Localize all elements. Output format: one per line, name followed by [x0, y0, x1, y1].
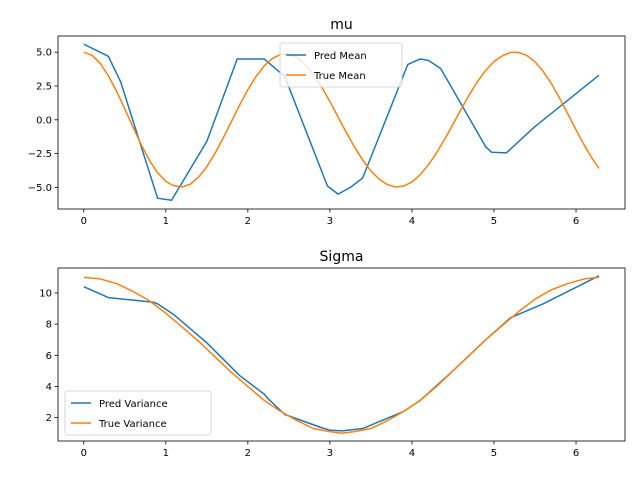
sigma-panel: Sigma 0 1 2 3 4 5 6 2 4 6 8 10 Pred Variance True Vari… [39, 249, 626, 459]
x-tick-label: 4 [409, 216, 415, 227]
x-tick-label: 6 [573, 216, 579, 227]
y-tick-label: 2.5 [36, 82, 52, 93]
axes-frame [57, 267, 626, 442]
y-tick-label: 5.0 [36, 48, 52, 59]
x-tick-label: 4 [409, 448, 415, 459]
x-tick-label: 1 [163, 448, 169, 459]
axes-frame [57, 35, 626, 210]
y-tick-label: 0.0 [36, 115, 52, 126]
x-tick-label: 0 [81, 448, 87, 459]
mu-panel: mu 0 1 2 3 4 5 6 −5.0 −2.5 0.0 2.5 5.0 Pred Mean True … [28, 17, 626, 227]
x-tick-label: 3 [327, 216, 333, 227]
x-tick-label: 2 [245, 448, 251, 459]
y-tick-label: 2 [46, 413, 52, 424]
legend-box [279, 42, 403, 88]
y-tick-label: 4 [46, 382, 52, 393]
y-tick-label: −2.5 [28, 149, 52, 160]
y-tick-label: 8 [46, 320, 52, 331]
x-tick-label: 1 [163, 216, 169, 227]
legend-entry: True Variance [98, 419, 167, 430]
legend-entry: Pred Variance [99, 399, 168, 410]
legend-entry: True Mean [313, 71, 366, 82]
x-tick-label: 5 [491, 216, 497, 227]
x-tick-label: 0 [81, 216, 87, 227]
y-tick-label: −5.0 [28, 183, 52, 194]
legend: Pred Variance True Variance [64, 390, 212, 436]
series-line-true-mean [83, 51, 600, 188]
y-tick-label: 6 [46, 351, 52, 362]
chart-title: mu [330, 17, 353, 33]
x-tick-label: 6 [573, 448, 579, 459]
y-tick-label: 10 [39, 288, 52, 299]
x-tick-label: 3 [327, 448, 333, 459]
legend-box [64, 390, 212, 436]
legend-entry: Pred Mean [314, 51, 367, 62]
x-tick-label: 2 [245, 216, 251, 227]
chart-title: Sigma [320, 249, 364, 265]
legend: Pred Mean True Mean [279, 42, 403, 88]
x-tick-label: 5 [491, 448, 497, 459]
series-line-pred-mean [83, 43, 600, 201]
series-line-true-variance [83, 276, 600, 434]
